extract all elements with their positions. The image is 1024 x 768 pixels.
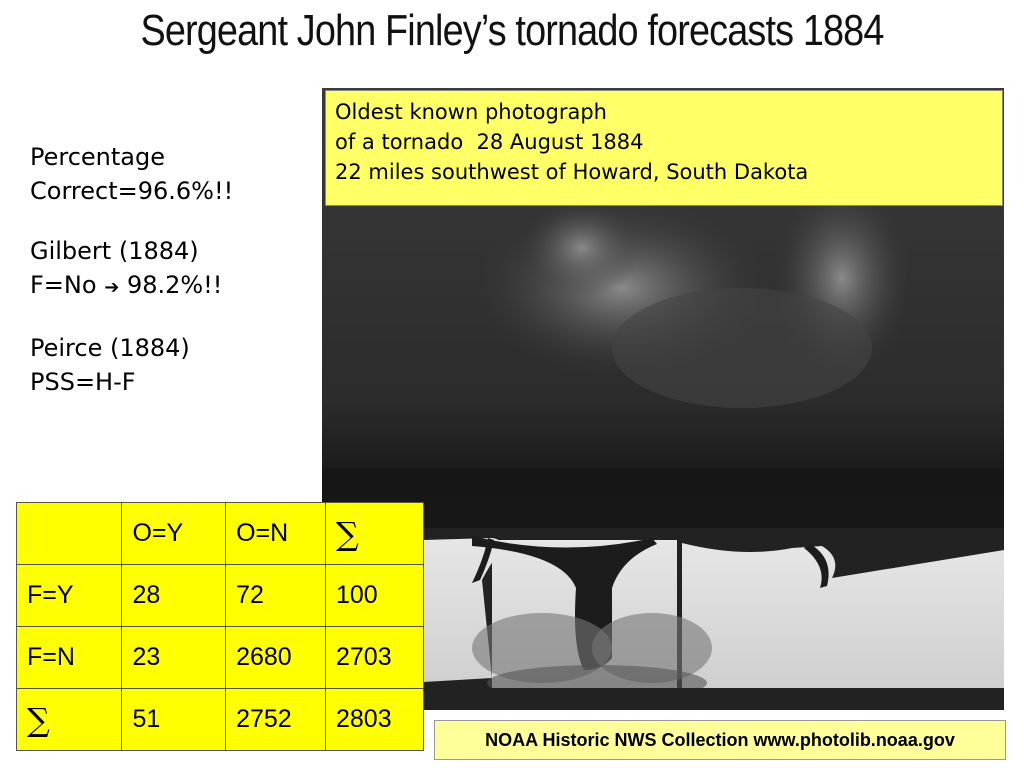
table-header-row: O=Y O=N ∑ bbox=[15, 502, 424, 565]
stats-text: Percentage Correct=96.6%!! Gilbert (1884… bbox=[30, 140, 320, 399]
stats-line-pss: PSS=H-F bbox=[30, 368, 136, 396]
stats-line-gilbert: Gilbert (1884) bbox=[30, 237, 199, 265]
photo-caption: Oldest known photograph of a tornado 28 … bbox=[325, 90, 1003, 206]
slide-title: Sergeant John Finley’s tornado forecasts… bbox=[140, 6, 884, 55]
fno-value: 98.2%!! bbox=[126, 271, 223, 299]
fno-label: F=No bbox=[30, 271, 97, 299]
table-row-label: F=Y bbox=[15, 564, 123, 627]
table-row: ∑ 51 2752 2803 bbox=[15, 688, 424, 751]
table-cell bbox=[15, 502, 123, 565]
table-cell: 2803 bbox=[325, 688, 424, 751]
caption-line-2: of a tornado 28 August 1884 bbox=[335, 130, 644, 154]
sum-icon: ∑ bbox=[15, 688, 123, 751]
contingency-table: O=Y O=N ∑ F=Y 28 72 100 F=N 23 2680 2703… bbox=[15, 502, 424, 751]
stats-line-fno: F=No ➔ 98.2%!! bbox=[30, 268, 320, 305]
table-cell: 23 bbox=[121, 626, 227, 689]
table-row: F=N 23 2680 2703 bbox=[15, 626, 424, 689]
table-cell: 72 bbox=[225, 564, 326, 627]
table-header-cell: O=Y bbox=[121, 502, 227, 565]
table-cell: 2752 bbox=[225, 688, 326, 751]
table-cell: 51 bbox=[121, 688, 227, 751]
caption-line-1: Oldest known photograph bbox=[335, 100, 607, 124]
table-row: F=Y 28 72 100 bbox=[15, 564, 424, 627]
stats-line-percentage: Percentage bbox=[30, 143, 166, 171]
table-row-label: F=N bbox=[15, 626, 123, 689]
table-cell: 2680 bbox=[225, 626, 326, 689]
table-cell: 28 bbox=[121, 564, 227, 627]
table-header-cell: O=N bbox=[225, 502, 326, 565]
caption-line-3: 22 miles southwest of Howard, South Dako… bbox=[335, 160, 809, 184]
table-cell: 100 bbox=[325, 564, 424, 627]
stats-line-correct: Correct=96.6%!! bbox=[30, 177, 234, 205]
table-cell: 2703 bbox=[325, 626, 424, 689]
photo-credit: NOAA Historic NWS Collection www.photoli… bbox=[434, 720, 1006, 760]
sum-icon: ∑ bbox=[325, 502, 424, 565]
stats-line-peirce: Peirce (1884) bbox=[30, 334, 190, 362]
arrow-icon: ➔ bbox=[104, 277, 120, 298]
